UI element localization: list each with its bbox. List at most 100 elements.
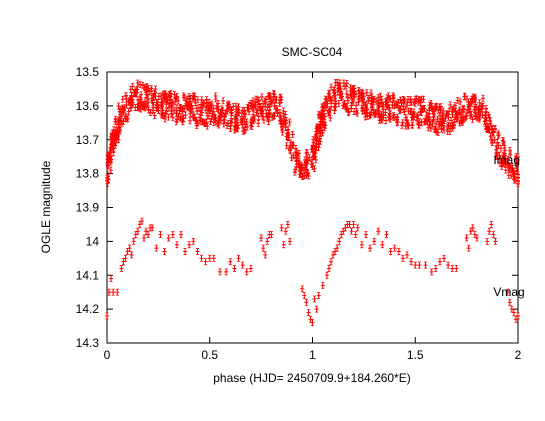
imag-point bbox=[394, 115, 399, 123]
imag-point bbox=[290, 131, 295, 138]
imag-point bbox=[360, 89, 365, 97]
imag-point bbox=[106, 176, 111, 183]
imag-point bbox=[307, 154, 312, 162]
x-tick-label: 1.5 bbox=[407, 348, 424, 362]
imag-point bbox=[211, 119, 216, 126]
imag-point bbox=[221, 120, 226, 128]
imag-point bbox=[391, 112, 396, 120]
imag-point bbox=[188, 110, 193, 118]
imag-point bbox=[125, 115, 130, 123]
imag-point bbox=[297, 149, 302, 157]
imag-point bbox=[477, 113, 482, 121]
imag-point bbox=[271, 90, 276, 97]
imag-point bbox=[199, 96, 204, 104]
imag-point bbox=[273, 95, 278, 103]
imag-point bbox=[425, 109, 430, 117]
imag-point bbox=[355, 109, 360, 117]
imag-point bbox=[162, 112, 167, 120]
imag-point bbox=[202, 99, 207, 107]
imag-point bbox=[246, 108, 251, 116]
imag-point bbox=[461, 105, 466, 113]
imag-point bbox=[135, 96, 140, 104]
x-tick-label: 2 bbox=[515, 348, 522, 362]
imag-point bbox=[296, 159, 301, 167]
imag-point bbox=[387, 95, 392, 103]
imag-point bbox=[261, 116, 266, 124]
y-tick-label: 13.8 bbox=[76, 167, 100, 181]
imag-point bbox=[287, 118, 292, 126]
imag-point bbox=[124, 95, 129, 103]
imag-point bbox=[284, 117, 289, 124]
imag-point bbox=[228, 125, 233, 133]
imag-point bbox=[311, 136, 316, 144]
imag-point bbox=[333, 104, 338, 112]
y-tick-label: 13.6 bbox=[76, 99, 100, 113]
x-tick-label: 1 bbox=[309, 348, 316, 362]
y-tick-label: 13.7 bbox=[76, 133, 100, 147]
imag-point bbox=[259, 93, 264, 101]
imag-point bbox=[351, 97, 356, 105]
imag-point bbox=[473, 93, 478, 101]
imag-point bbox=[421, 95, 426, 103]
imag-point bbox=[208, 118, 213, 125]
imag-point bbox=[119, 119, 124, 127]
imag-point bbox=[309, 145, 314, 153]
imag-point bbox=[363, 113, 368, 121]
imag-point bbox=[452, 104, 457, 112]
imag-point bbox=[292, 168, 297, 176]
imag-point bbox=[469, 100, 474, 107]
imag-point bbox=[139, 91, 144, 99]
imag-point bbox=[266, 118, 271, 126]
imag-point bbox=[251, 117, 256, 125]
imag-point bbox=[388, 115, 393, 123]
imag-point bbox=[397, 105, 402, 113]
imag-point bbox=[376, 110, 381, 118]
imag-point bbox=[304, 150, 309, 158]
imag-point bbox=[319, 127, 324, 135]
imag-point bbox=[140, 82, 145, 89]
imag-point bbox=[284, 142, 289, 150]
imag-point bbox=[108, 166, 113, 174]
imag-point bbox=[277, 99, 282, 107]
x-tick-label: 0.5 bbox=[201, 348, 218, 362]
imag-point bbox=[246, 101, 251, 109]
imag-point bbox=[457, 119, 462, 127]
imag-point bbox=[261, 100, 266, 108]
imag-point bbox=[455, 97, 460, 104]
imag-point bbox=[361, 99, 366, 107]
imag-point bbox=[283, 124, 288, 132]
axis-tick-labels: 0 0.5 1 1.5 2 13.5 13.6 13.7 13.8 13.9 14 14.1 14.2 1… bbox=[76, 65, 522, 362]
imag-point bbox=[209, 100, 214, 108]
imag-point bbox=[351, 89, 356, 97]
imag-point bbox=[474, 103, 479, 111]
imag-point bbox=[181, 92, 186, 100]
imag-point bbox=[279, 96, 284, 104]
imag-point bbox=[253, 102, 258, 110]
imag-point bbox=[473, 112, 478, 119]
imag-point bbox=[108, 158, 113, 166]
imag-point bbox=[149, 87, 154, 95]
imag-point bbox=[156, 93, 161, 100]
imag-point bbox=[130, 99, 135, 106]
data-points bbox=[105, 79, 520, 327]
imag-point bbox=[420, 106, 425, 114]
imag-point bbox=[404, 103, 409, 111]
imag-point bbox=[259, 110, 264, 118]
imag-point bbox=[138, 81, 143, 88]
imag-point bbox=[287, 144, 292, 152]
imag-point bbox=[430, 120, 435, 128]
imag-point bbox=[218, 109, 223, 117]
imag-point bbox=[164, 108, 169, 115]
imag-point bbox=[436, 129, 441, 136]
imag-point bbox=[116, 121, 121, 128]
imag-point bbox=[192, 92, 197, 100]
imag-point bbox=[289, 154, 294, 162]
imag-point bbox=[182, 104, 187, 112]
y-tick-label: 14.1 bbox=[76, 268, 100, 282]
chart-title: SMC-SC04 bbox=[282, 45, 343, 59]
imag-point bbox=[428, 124, 433, 132]
imag-point bbox=[216, 100, 221, 107]
imag-point bbox=[148, 109, 153, 116]
imag-point bbox=[403, 122, 408, 130]
